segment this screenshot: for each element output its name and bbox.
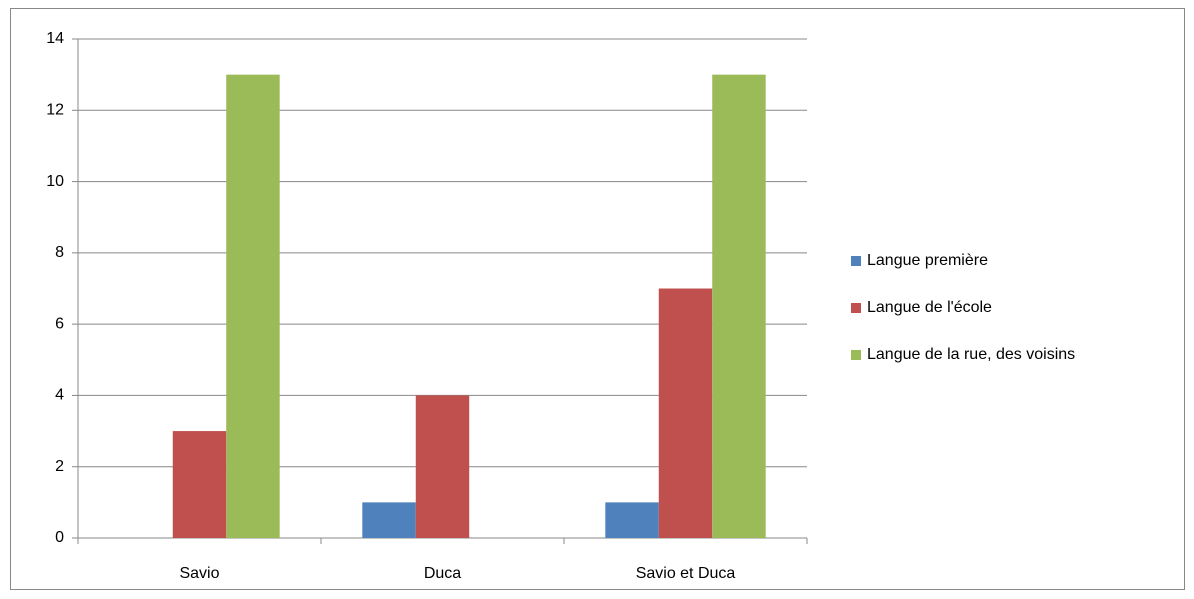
bar	[605, 502, 659, 538]
y-tick-label: 6	[55, 315, 64, 332]
bar	[658, 288, 713, 538]
y-tick-label: 2	[55, 458, 64, 475]
bar	[226, 74, 280, 539]
legend-swatch	[851, 350, 861, 360]
x-tick-label: Duca	[424, 565, 461, 582]
bar	[362, 502, 416, 538]
y-tick-label: 8	[55, 244, 64, 261]
x-tick-label: Savio et Duca	[636, 565, 736, 582]
bar	[415, 395, 470, 538]
legend-label: Langue de la rue, des voisins	[867, 346, 1075, 363]
y-tick-label: 4	[55, 387, 64, 404]
legend-swatch	[851, 256, 861, 266]
bar	[712, 74, 766, 539]
legend-label: Langue de l'école	[867, 299, 992, 316]
y-tick-label: 12	[46, 102, 64, 119]
bar	[172, 431, 227, 538]
y-tick-label: 10	[46, 173, 64, 190]
legend-label: Langue première	[867, 252, 988, 269]
y-tick-label: 14	[46, 30, 64, 47]
y-tick-label: 0	[55, 529, 64, 546]
legend-swatch	[851, 303, 861, 313]
x-tick-label: Savio	[179, 565, 219, 582]
